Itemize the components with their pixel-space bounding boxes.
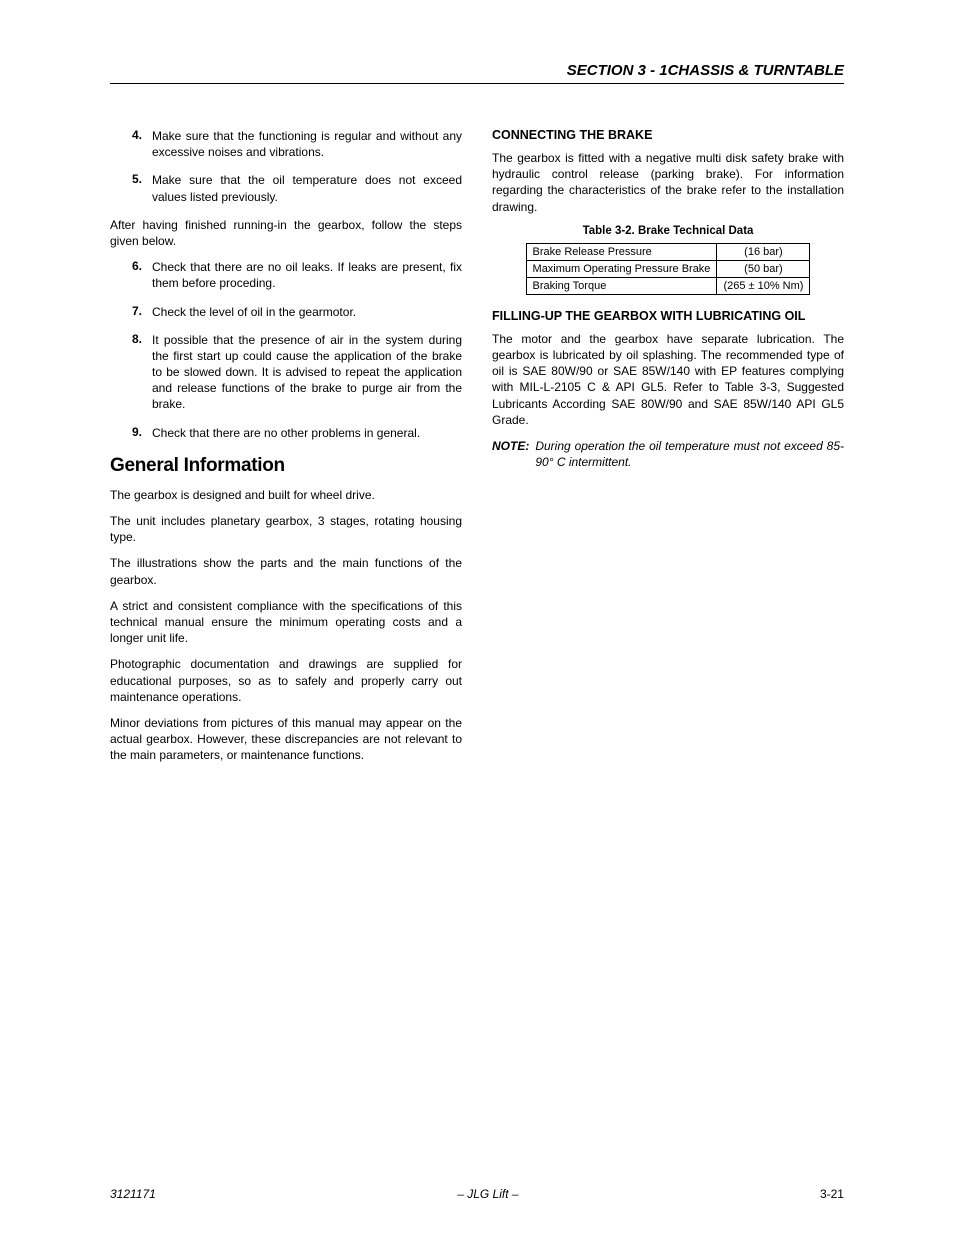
- item-number: 8.: [124, 332, 142, 413]
- connecting-brake-body: The gearbox is fitted with a negative mu…: [492, 150, 844, 215]
- item-text: It possible that the presence of air in …: [152, 332, 462, 413]
- page-number: 3-21: [820, 1187, 844, 1201]
- paragraph: The unit includes planetary gearbox, 3 s…: [110, 513, 462, 545]
- paragraph: Minor deviations from pictures of this m…: [110, 715, 462, 764]
- table-row: Maximum Operating Pressure Brake (50 bar…: [526, 260, 810, 277]
- note-label: NOTE:: [492, 438, 529, 470]
- document-number: 3121171: [110, 1187, 156, 1201]
- page-footer: 3121171 – JLG Lift – 3-21: [110, 1187, 844, 1201]
- table-cell-label: Braking Torque: [526, 277, 717, 294]
- item-text: Check that there are no oil leaks. If le…: [152, 259, 462, 291]
- item-text: Make sure that the functioning is regula…: [152, 128, 462, 160]
- note-block: NOTE: During operation the oil temperatu…: [492, 438, 844, 470]
- item-number: 4.: [124, 128, 142, 160]
- table-cell-label: Maximum Operating Pressure Brake: [526, 260, 717, 277]
- list-item: 7. Check the level of oil in the gearmot…: [110, 304, 462, 320]
- list-item: 8. It possible that the presence of air …: [110, 332, 462, 413]
- list-item: 6. Check that there are no oil leaks. If…: [110, 259, 462, 291]
- table-cell-value: (16 bar): [717, 243, 810, 260]
- paragraph: Photographic documentation and drawings …: [110, 656, 462, 705]
- filling-gearbox-heading: FILLING-UP THE GEARBOX WITH LUBRICATING …: [492, 309, 844, 323]
- note-text: During operation the oil temperature mus…: [535, 438, 844, 470]
- list-item: 4. Make sure that the functioning is reg…: [110, 128, 462, 160]
- right-column: CONNECTING THE BRAKE The gearbox is fitt…: [492, 128, 844, 773]
- item-number: 6.: [124, 259, 142, 291]
- procedure-list-2: 6. Check that there are no oil leaks. If…: [110, 259, 462, 441]
- general-information-heading: General Information: [110, 455, 462, 477]
- paragraph: After having finished running-in the gea…: [110, 217, 462, 249]
- item-text: Check that there are no other problems i…: [152, 425, 462, 441]
- paragraph: The gearbox is designed and built for wh…: [110, 487, 462, 503]
- item-text: Make sure that the oil temperature does …: [152, 172, 462, 204]
- content-columns: 4. Make sure that the functioning is reg…: [110, 128, 844, 773]
- item-number: 7.: [124, 304, 142, 320]
- list-item: 9. Check that there are no other problem…: [110, 425, 462, 441]
- paragraph: The illustrations show the parts and the…: [110, 555, 462, 587]
- table-cell-value: (50 bar): [717, 260, 810, 277]
- brake-technical-data-table: Brake Release Pressure (16 bar) Maximum …: [526, 243, 811, 295]
- footer-center: – JLG Lift –: [457, 1187, 518, 1201]
- list-item: 5. Make sure that the oil temperature do…: [110, 172, 462, 204]
- table-caption: Table 3-2. Brake Technical Data: [492, 225, 844, 237]
- paragraph: A strict and consistent compliance with …: [110, 598, 462, 647]
- header-rule: [110, 83, 844, 84]
- paragraph: The motor and the gearbox have separate …: [492, 331, 844, 428]
- connecting-brake-heading: CONNECTING THE BRAKE: [492, 128, 844, 142]
- item-number: 5.: [124, 172, 142, 204]
- general-info-body: The gearbox is designed and built for wh…: [110, 487, 462, 764]
- table-cell-label: Brake Release Pressure: [526, 243, 717, 260]
- paragraph: The gearbox is fitted with a negative mu…: [492, 150, 844, 215]
- filling-gearbox-body: The motor and the gearbox have separate …: [492, 331, 844, 428]
- item-number: 9.: [124, 425, 142, 441]
- table-row: Brake Release Pressure (16 bar): [526, 243, 810, 260]
- table-cell-value: (265 ± 10% Nm): [717, 277, 810, 294]
- item-text: Check the level of oil in the gearmotor.: [152, 304, 462, 320]
- table-row: Braking Torque (265 ± 10% Nm): [526, 277, 810, 294]
- procedure-list-1: 4. Make sure that the functioning is reg…: [110, 128, 462, 205]
- section-header: SECTION 3 - 1CHASSIS & TURNTABLE: [110, 62, 844, 79]
- left-column: 4. Make sure that the functioning is reg…: [110, 128, 462, 773]
